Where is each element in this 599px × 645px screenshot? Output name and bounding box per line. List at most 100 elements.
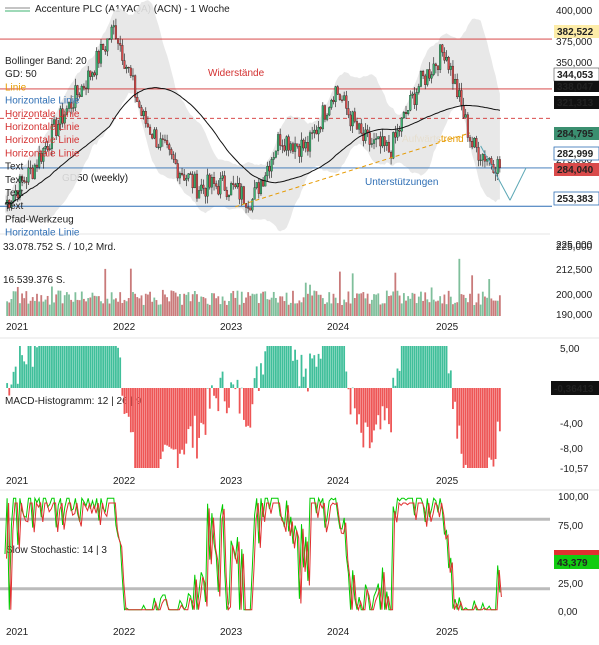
macd-bar [115, 346, 117, 388]
candle-body [319, 126, 322, 130]
volume-bar [358, 293, 360, 316]
volume-bar [454, 302, 456, 316]
volume-bar [462, 294, 465, 316]
volume-bar [413, 293, 416, 316]
volume-bar [407, 296, 410, 316]
candle-body [432, 63, 435, 75]
macd-bar [488, 388, 491, 458]
macd-bar [198, 388, 201, 438]
legend-item: Horizontale Linie [5, 228, 80, 239]
volume-bar [279, 296, 282, 316]
volume-bar [298, 300, 301, 316]
volume-bar [281, 296, 284, 316]
volume-bar [479, 304, 482, 316]
macd-bar [306, 388, 309, 392]
candle-body [396, 129, 399, 138]
volume-bar [292, 290, 294, 316]
macd-bar [21, 355, 23, 388]
candle-body [225, 190, 228, 198]
macd-bar [183, 388, 186, 455]
volume-bar [264, 291, 267, 316]
macd-bar [123, 388, 126, 414]
volume-bar [458, 258, 461, 316]
volume-bar [392, 291, 395, 316]
candle-body [302, 139, 305, 149]
candle-body [31, 167, 34, 179]
macd-bar [33, 346, 36, 388]
volume-bar [315, 291, 318, 316]
macd-bar [230, 382, 233, 388]
candle-body [185, 178, 188, 181]
macd-bar [377, 388, 380, 416]
macd-bar [140, 388, 143, 468]
candle-body [330, 99, 333, 108]
macd-bar [234, 388, 237, 390]
macd-bar [381, 388, 384, 407]
macd-bar [19, 346, 21, 388]
macd-bar [336, 346, 339, 388]
macd-bar [127, 388, 130, 417]
volume-bar [437, 300, 439, 316]
macd-bar [29, 346, 32, 388]
bollinger-band-area [5, 0, 500, 232]
volume-bar [70, 299, 73, 316]
candle-body [232, 183, 235, 185]
macd-bar [449, 370, 452, 388]
candle-body [300, 139, 303, 157]
volume-bar [452, 304, 454, 316]
volume-bar [176, 296, 179, 316]
candle-body [468, 137, 472, 142]
macd-bar [338, 346, 341, 388]
volume-bar [25, 291, 28, 316]
candle-body [285, 136, 288, 151]
year-label: 2024 [327, 627, 350, 638]
macd-bar [400, 346, 403, 388]
macd-bar [27, 346, 30, 388]
candle-body [349, 114, 352, 127]
candle-body [242, 186, 245, 204]
candle-body [426, 69, 429, 85]
macd-bar [317, 353, 320, 388]
volume-bar [38, 301, 41, 316]
volume-bar [140, 295, 143, 316]
tag-338: 338,047 [557, 82, 594, 93]
volume-bar [40, 295, 43, 316]
candle-body [46, 146, 49, 150]
volume-bar [134, 293, 137, 316]
macd-bar [311, 358, 314, 388]
macd-bar [187, 388, 190, 430]
volume-bar [266, 299, 269, 316]
candle-body [80, 85, 83, 97]
macd-bar [6, 383, 9, 388]
year-label: 2025 [436, 476, 459, 487]
candle-body [313, 129, 316, 134]
volume-bar [95, 296, 98, 316]
candle-body [439, 44, 442, 70]
macd-bar [417, 346, 420, 388]
macd-bar [153, 388, 156, 468]
stoch-tick: 0,00 [558, 607, 578, 618]
candle-body [460, 90, 463, 106]
volume-bar [213, 293, 215, 316]
volume-bar [345, 302, 348, 316]
candle-body [157, 146, 160, 149]
volume-bar [57, 290, 60, 316]
candle-body [306, 142, 309, 152]
macd-bar [200, 388, 203, 423]
volume-bar [234, 297, 237, 316]
macd-bar [159, 388, 162, 460]
volume-bar [170, 290, 173, 316]
candle-body [249, 207, 252, 211]
candle-body [317, 126, 320, 135]
candle-body [279, 134, 282, 146]
volume-axis: 225,000 212,500 200,000 190,000 [556, 242, 593, 321]
macd-bar [147, 388, 149, 468]
macd-tick: -8,00 [560, 444, 583, 455]
volume-bar [309, 284, 311, 316]
tag-253: 253,383 [557, 194, 594, 205]
macd-bar [353, 388, 356, 409]
macd-bar [245, 388, 247, 427]
candle-body [407, 110, 410, 115]
macd-bar [215, 388, 218, 399]
volume-bar [132, 292, 134, 316]
